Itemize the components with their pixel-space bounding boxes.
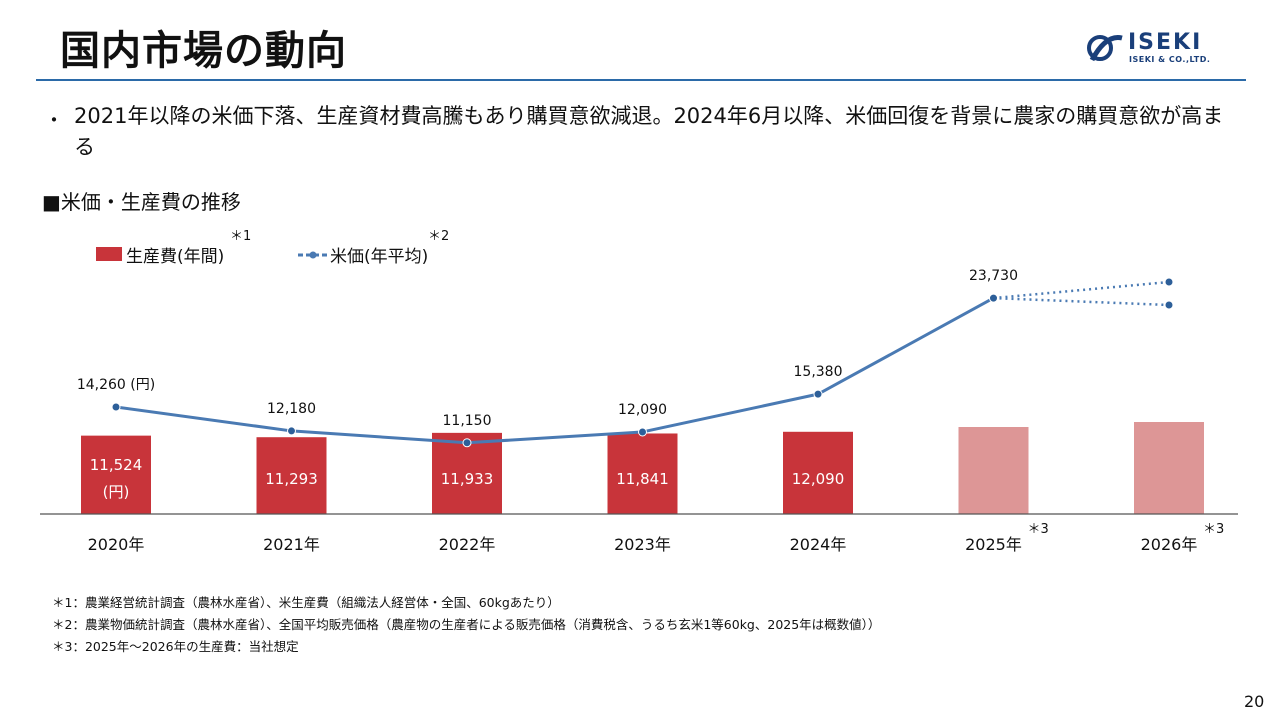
x-tick-label-3: 2023年 (614, 535, 671, 554)
bar-0 (81, 435, 151, 514)
x-tick-label-6: 2026年 (1141, 535, 1198, 554)
rice-price-cost-chart: 生産費(年間) ＊1 米価(年平均)＊2 11,524 11,293 11,933 11,8… (40, 229, 1238, 554)
legend-marker-price (309, 251, 317, 259)
price-marker-1 (287, 426, 296, 436)
x-tick-note-6: ＊3 (1203, 522, 1224, 537)
price-projection-upper (993, 280, 1170, 300)
page-title: 国内市場の動向 (60, 28, 347, 74)
footnotes: ＊1：農業経営統計調査（農林水産省）、米生産費（組織法人経営体・全国、60kgあ… (52, 592, 880, 658)
x-tick-label-4: 2024年 (790, 535, 847, 554)
bar-unit-label: (円) (103, 483, 130, 501)
logo-subtext: ISEKI & CO.,LTD. (1129, 55, 1211, 64)
title-divider (36, 79, 1246, 81)
price-marker-4 (813, 389, 823, 399)
price-marker-0 (111, 402, 121, 412)
price-line (115, 296, 995, 445)
price-label-4: 15,380 (794, 364, 843, 380)
price-marker-2 (462, 438, 472, 448)
logo-text: ISEKI (1128, 30, 1203, 55)
bar-label-1: 11,293 (265, 470, 318, 488)
price-label-5: 23,730 (969, 268, 1018, 284)
legend-label-price: 米価(年平均) (330, 247, 428, 267)
x-tick-note-5: ＊3 (1028, 522, 1049, 537)
footnote-3: ＊3：2025年〜2026年の生産費：当社想定 (52, 639, 299, 654)
iseki-logo-icon (1087, 34, 1123, 62)
bar-label-0: 11,524 (90, 456, 143, 474)
bullet-mark: ・ (44, 108, 64, 132)
bar-label-3: 11,841 (616, 470, 669, 488)
iseki-logo: ISEKI ISEKI & CO.,LTD. (1086, 28, 1226, 68)
footnote-1: ＊1：農業経営統計調査（農林水産省）、米生産費（組織法人経営体・全国、60kgあ… (52, 595, 560, 610)
price-label-2: 11,150 (443, 413, 492, 429)
bar-label-4: 12,090 (792, 470, 845, 488)
x-tick-label-1: 2021年 (263, 535, 320, 554)
bar-4 (783, 431, 853, 514)
bullet-text: 2021年以降の米価下落、生産資材費高騰もあり購買意欲減退。2024年6月以降、… (74, 104, 1224, 159)
legend-note-cost: ＊1 (230, 229, 251, 244)
price-projection-upper-marker (1164, 277, 1174, 287)
bar-1 (256, 437, 327, 514)
page-number: 20 (1244, 692, 1265, 711)
legend-label-cost: 生産費(年間) (126, 247, 224, 267)
x-tick-label-2: 2022年 (439, 535, 496, 554)
footnote-2: ＊2：農業物価統計調査（農林水産省）、全国平均販売価格（農産物の生産者による販売… (52, 617, 881, 632)
price-marker-5 (989, 293, 998, 303)
section-title: ■米価・生産費の推移 (42, 190, 241, 214)
price-projection-lower (993, 296, 1170, 307)
price-projection-lower-marker (1164, 300, 1174, 310)
x-tick-label-0: 2020年 (88, 535, 145, 554)
bar-label-2: 11,933 (441, 470, 494, 488)
price-label-3: 12,090 (618, 402, 667, 418)
legend-swatch-cost (96, 247, 122, 261)
bar-6 (1134, 422, 1204, 514)
bar-3 (607, 433, 678, 514)
legend-note-price: ＊2 (428, 229, 449, 244)
price-label-1: 12,180 (267, 401, 316, 417)
price-label-0: 14,260 (円) (77, 377, 155, 393)
bar-5 (958, 427, 1029, 514)
x-tick-label-5: 2025年 (965, 535, 1022, 554)
price-marker-3 (638, 427, 647, 437)
